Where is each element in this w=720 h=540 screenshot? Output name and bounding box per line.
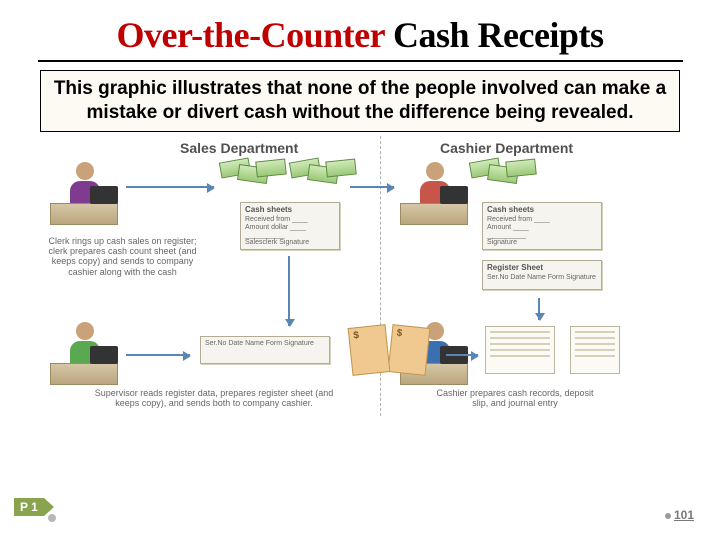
title-black: Cash Receipts — [384, 15, 603, 55]
deposit-envelope-icon — [388, 324, 431, 376]
clerk-figure — [50, 162, 120, 225]
process-diagram: Sales Department Cashier Department Cash… — [50, 140, 670, 430]
cash-stack-icon — [220, 160, 290, 200]
supervisor-figure — [50, 322, 120, 385]
cash-stack-icon — [470, 160, 540, 200]
title-red: Over-the-Counter — [117, 15, 385, 55]
dept-header-sales: Sales Department — [180, 140, 298, 156]
paper-header: Register Sheet — [487, 264, 597, 273]
journal-entry-icon — [570, 326, 620, 374]
decorative-dot — [48, 514, 56, 522]
dept-header-cashier: Cashier Department — [440, 140, 573, 156]
paper-lines: Ser.No Date Name Form Signature — [487, 274, 597, 282]
title-underline — [38, 60, 683, 62]
p1-badge: P 1 — [14, 498, 44, 516]
cashier-figure — [400, 162, 470, 225]
deposit-envelope-icon — [348, 324, 391, 376]
paper-header: Cash sheets — [487, 206, 597, 215]
deposit-slip-icon — [485, 326, 555, 374]
flow-arrow — [446, 354, 478, 356]
caption-cashier: Cashier prepares cash records, deposit s… — [430, 388, 600, 409]
slide-title: Over-the-Counter Cash Receipts — [0, 0, 720, 62]
intro-box: This graphic illustrates that none of th… — [40, 70, 680, 132]
flow-arrow-down — [288, 256, 290, 326]
flow-arrow — [350, 186, 394, 188]
paper-lines: Received from ____ Amount ____ _________… — [487, 216, 597, 247]
cash-sheet-cashier: Cash sheets Received from ____ Amount __… — [482, 202, 602, 250]
cash-stack-icon — [290, 160, 360, 200]
register-sheet-supervisor: Ser.No Date Name Form Signature — [200, 336, 330, 364]
caption-clerk: Clerk rings up cash sales on register; c… — [40, 236, 205, 277]
caption-supervisor: Supervisor reads register data, prepares… — [94, 388, 334, 409]
cash-sheet-sales: Cash sheets Received from ____ Amount do… — [240, 202, 340, 250]
flow-arrow — [126, 354, 190, 356]
register-sheet-cashier: Register Sheet Ser.No Date Name Form Sig… — [482, 260, 602, 290]
paper-header: Cash sheets — [245, 206, 335, 215]
page-number: 101 — [665, 508, 694, 522]
paper-lines: Received from ____ Amount dollar ____ __… — [245, 216, 335, 247]
department-divider — [380, 136, 381, 416]
paper-lines: Ser.No Date Name Form Signature — [205, 340, 325, 348]
flow-arrow-down — [538, 298, 540, 320]
flow-arrow — [126, 186, 214, 188]
